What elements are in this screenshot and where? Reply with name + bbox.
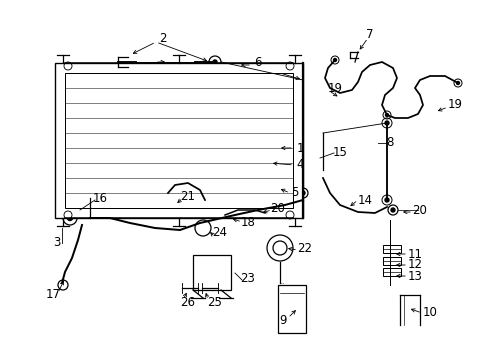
Circle shape: [258, 211, 262, 215]
Text: 15: 15: [332, 147, 347, 159]
Circle shape: [385, 113, 387, 117]
Circle shape: [301, 191, 305, 195]
Text: 17: 17: [45, 288, 61, 302]
Bar: [55, 63, 303, 218]
Bar: [193, 255, 230, 290]
Text: 11: 11: [407, 248, 422, 261]
Text: 8: 8: [386, 136, 393, 149]
Text: 25: 25: [207, 296, 222, 309]
Circle shape: [384, 198, 388, 202]
Text: 6: 6: [254, 57, 261, 69]
Text: 5: 5: [291, 186, 298, 199]
Circle shape: [67, 216, 72, 220]
Text: 10: 10: [422, 306, 437, 320]
Text: 21: 21: [180, 189, 195, 202]
Text: 13: 13: [407, 270, 422, 283]
Circle shape: [213, 60, 217, 64]
Text: 20: 20: [412, 203, 427, 216]
Circle shape: [333, 58, 336, 62]
Text: 19: 19: [447, 99, 462, 112]
Text: 1: 1: [296, 141, 303, 154]
Text: 24: 24: [212, 226, 227, 239]
Text: 4: 4: [296, 158, 303, 171]
Text: 2: 2: [159, 31, 166, 45]
Bar: [382, 268, 400, 276]
Circle shape: [384, 121, 388, 125]
Bar: [278, 285, 305, 333]
Bar: [382, 257, 400, 265]
Text: 26: 26: [180, 296, 195, 309]
Text: 19: 19: [327, 81, 342, 94]
Bar: [382, 245, 400, 253]
Circle shape: [456, 81, 459, 85]
Polygon shape: [264, 152, 274, 164]
Text: 7: 7: [366, 28, 373, 41]
Text: 14: 14: [357, 194, 372, 207]
Text: 22: 22: [297, 242, 312, 255]
Bar: [65, 73, 292, 208]
Text: 20: 20: [270, 202, 285, 215]
Text: 18: 18: [240, 216, 255, 229]
Text: 16: 16: [92, 192, 107, 204]
Text: 23: 23: [240, 271, 255, 284]
Text: 3: 3: [53, 237, 61, 249]
Text: 12: 12: [407, 258, 422, 271]
Circle shape: [390, 208, 394, 212]
Text: 9: 9: [279, 314, 286, 327]
